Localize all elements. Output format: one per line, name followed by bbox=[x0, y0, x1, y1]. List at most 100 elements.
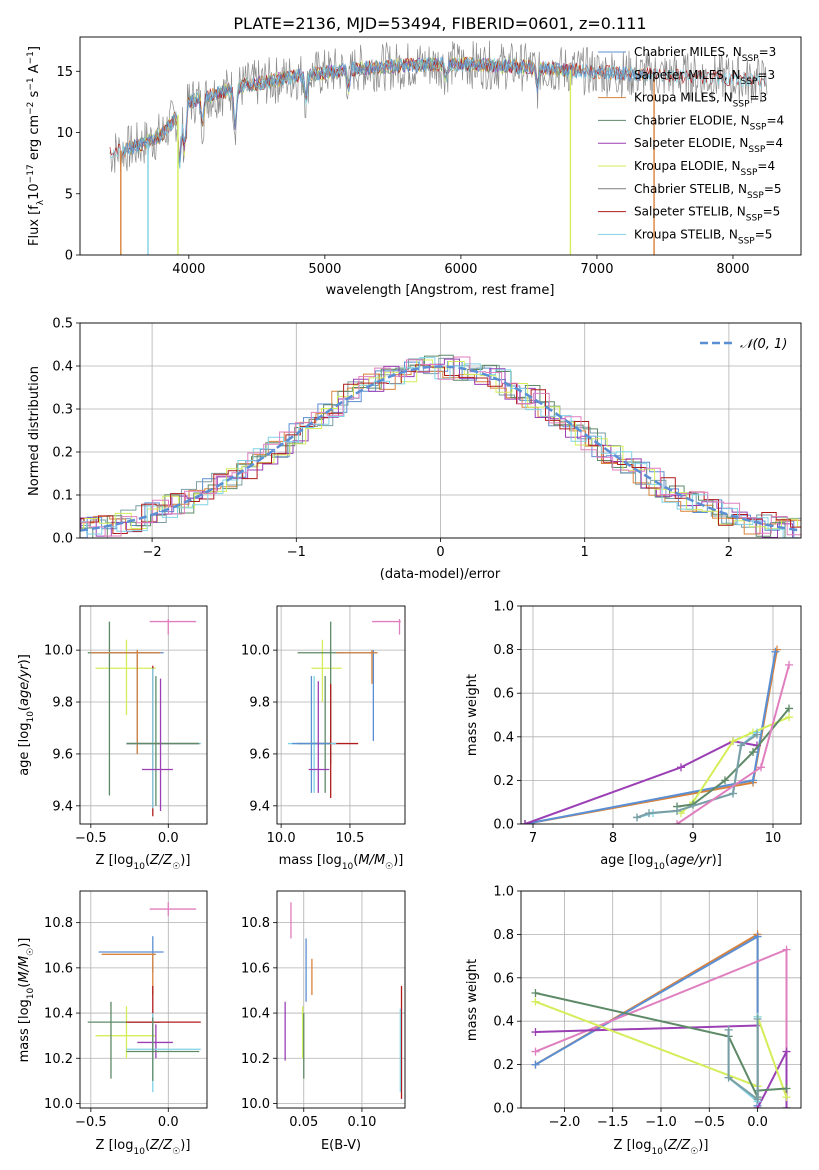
panel-age_vs_Z: −0.5 0.0 9.4 9.6 9.8 10.0 Z [log10(Z/Z☉)] age [… bbox=[17, 605, 208, 872]
axes-frame bbox=[79, 36, 802, 256]
y-tick-label: 0.4 bbox=[493, 730, 514, 745]
series-marker bbox=[753, 932, 762, 941]
y-tick-label: 9.8 bbox=[249, 696, 270, 711]
x-tick-label: 10.0 bbox=[267, 831, 296, 846]
y-axis-label: Normed distribution bbox=[27, 366, 42, 496]
y-tick-label: 5 bbox=[65, 187, 73, 202]
y-axis-label: mass weight bbox=[465, 959, 480, 1041]
legend-entry: Salpeter MILES, NSSP=3 bbox=[634, 68, 775, 87]
errorbar-point bbox=[288, 676, 337, 793]
y-tick-label: 0.8 bbox=[493, 928, 514, 943]
histogram-step-5 bbox=[80, 359, 801, 530]
y-tick-label: 10.4 bbox=[241, 1007, 270, 1022]
spectrum-legend: Chabrier MILES, NSSP=3 Salpeter MILES, NS… bbox=[598, 45, 784, 246]
panel-massweight_vs_Z: −2.0 −1.5 −1.0 −0.5 0.0 0.0 0.2 0.4 0.6 0.8 1.0 Z [… bbox=[465, 885, 802, 1157]
y-tick-label: 0.6 bbox=[493, 687, 514, 702]
y-tick-label: 0.0 bbox=[493, 818, 514, 833]
series-marker bbox=[785, 713, 793, 722]
x-tick-label: 0.10 bbox=[347, 1115, 376, 1130]
series-marker bbox=[782, 1047, 791, 1056]
x-tick-label: 7 bbox=[529, 831, 537, 846]
series-marker bbox=[785, 704, 793, 713]
errorbar-point bbox=[126, 676, 200, 806]
series-marker bbox=[645, 809, 653, 818]
x-axis-label: age [log10(age/yr)] bbox=[600, 853, 722, 872]
axes-frame bbox=[520, 605, 802, 825]
x-axis-label: Z [log10(Z/Z☉)] bbox=[614, 1138, 709, 1157]
y-tick-label: 0.5 bbox=[52, 317, 73, 332]
x-tick-label: 10.5 bbox=[335, 831, 364, 846]
series-line bbox=[727, 1019, 759, 1102]
y-tick-label: 9.4 bbox=[52, 799, 73, 814]
series-marker bbox=[785, 660, 793, 669]
x-tick-label: 0.0 bbox=[158, 1115, 179, 1130]
legend-entry: Kroupa STELIB, NSSP=5 bbox=[634, 227, 772, 246]
spectrum-line-chabrier-miles bbox=[123, 55, 652, 163]
series-line bbox=[535, 1024, 788, 1108]
x-axis-label: wavelength [Angstrom, rest frame] bbox=[326, 283, 555, 298]
y-tick-label: 0.4 bbox=[493, 1015, 514, 1030]
series-marker bbox=[721, 776, 729, 785]
y-tick-label: 10.4 bbox=[44, 1007, 73, 1022]
x-axis-label: (data-model)/error bbox=[380, 567, 501, 582]
x-axis-label: E(B-V) bbox=[321, 1138, 361, 1153]
x-tick-label: 8000 bbox=[716, 262, 749, 277]
errorbar-point bbox=[311, 639, 342, 703]
y-axis-label: mass weight bbox=[465, 674, 480, 756]
x-tick-label: 0.0 bbox=[158, 831, 179, 846]
plot-area bbox=[531, 930, 791, 1108]
errorbar-point bbox=[126, 985, 201, 1054]
series-marker bbox=[782, 945, 791, 954]
y-tick-label: 0.2 bbox=[493, 774, 514, 789]
y-tick-label: 9.6 bbox=[52, 747, 73, 762]
series-marker bbox=[782, 1104, 791, 1108]
panel-residuals: −2 −1 0 1 2 0.0 0.1 0.2 0.3 0.4 0.5 𝒩(0, 1) (data-mo… bbox=[27, 317, 802, 582]
x-tick-label: 0.0 bbox=[747, 1115, 768, 1130]
errorbar-point bbox=[126, 1017, 200, 1081]
y-tick-label: 9.4 bbox=[249, 799, 270, 814]
series-marker bbox=[737, 741, 745, 750]
x-tick-label: −1.5 bbox=[597, 1115, 629, 1130]
legend-entry: Kroupa MILES, NSSP=3 bbox=[634, 91, 767, 110]
x-tick-label: 4000 bbox=[172, 262, 205, 277]
series-marker bbox=[782, 1084, 791, 1093]
y-tick-label: 15 bbox=[56, 65, 73, 80]
gaussian-curve bbox=[80, 365, 801, 532]
series-marker bbox=[531, 1047, 540, 1056]
spectrum-line-salpeter-stelib bbox=[109, 56, 767, 164]
series-line bbox=[636, 733, 758, 819]
axes-frame bbox=[276, 890, 406, 1109]
series-marker bbox=[749, 776, 757, 785]
errorbar-point bbox=[141, 678, 173, 812]
plot-area bbox=[284, 902, 403, 1099]
series-marker bbox=[724, 1025, 733, 1034]
figure-title: PLATE=2136, MJD=53494, FIBERID=0601, z=0… bbox=[233, 14, 646, 33]
series-marker bbox=[729, 789, 737, 798]
series-marker bbox=[673, 820, 681, 824]
x-axis-label: Z [log10(Z/Z☉)] bbox=[96, 853, 191, 872]
y-tick-label: 0.3 bbox=[52, 403, 73, 418]
x-tick-label: 0 bbox=[436, 545, 444, 560]
x-axis-label: mass [log10(M/M☉)] bbox=[279, 853, 404, 872]
plot-area bbox=[87, 902, 201, 1093]
x-tick-label: 8 bbox=[609, 831, 617, 846]
y-tick-label: 10.8 bbox=[241, 916, 270, 931]
series-marker bbox=[531, 1028, 540, 1037]
series-marker bbox=[673, 806, 681, 815]
plot-area bbox=[87, 618, 201, 817]
plot-area bbox=[80, 354, 801, 538]
series-marker bbox=[771, 647, 780, 656]
errorbar-point bbox=[336, 650, 378, 684]
plot-area bbox=[288, 618, 401, 799]
panel-mass_vs_ebv: 0.05 0.10 10.0 10.2 10.4 10.6 10.8 E(B-V) bbox=[241, 890, 406, 1153]
errorbar-point bbox=[336, 650, 378, 741]
panel-mass_vs_Z: −0.5 0.0 10.0 10.2 10.4 10.6 10.8 Z [log10(Z/Z☉… bbox=[17, 890, 208, 1157]
series-marker bbox=[531, 1060, 540, 1069]
series-marker bbox=[753, 1015, 762, 1024]
errorbar-point bbox=[292, 676, 330, 793]
y-tick-label: 10.6 bbox=[44, 961, 73, 976]
y-tick-label: 10.8 bbox=[44, 916, 73, 931]
y-tick-label: 0.0 bbox=[493, 1102, 514, 1117]
y-tick-label: 0.8 bbox=[493, 643, 514, 658]
y-tick-label: 0.4 bbox=[52, 360, 73, 375]
